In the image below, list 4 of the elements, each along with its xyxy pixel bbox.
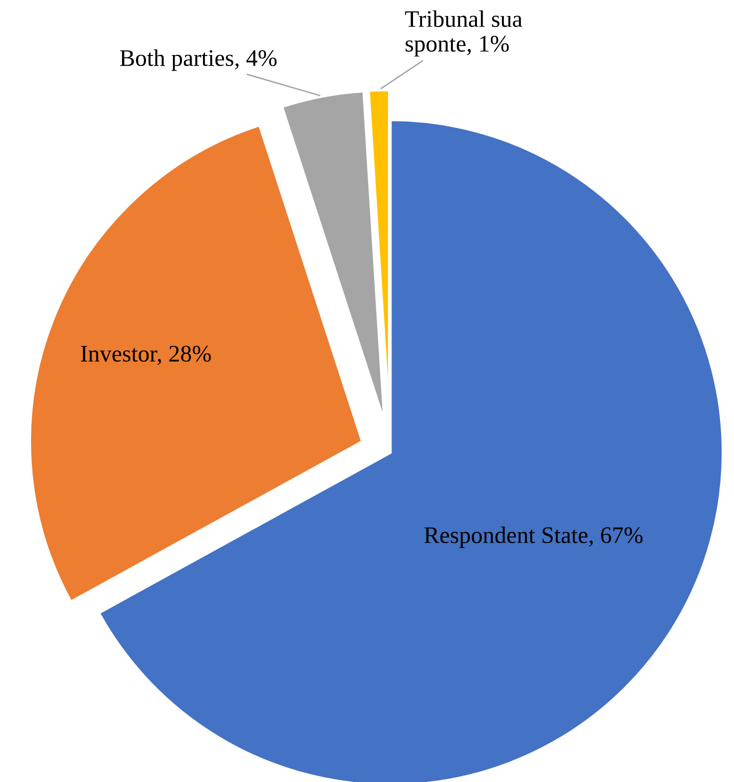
- slice-label: Respondent State, 67%: [424, 526, 643, 548]
- slice-label: Both parties, 4%: [120, 49, 277, 71]
- slice-label: Investor, 28%: [80, 346, 211, 366]
- slice-label: Tribunal sua sponte, 1%: [405, 10, 522, 57]
